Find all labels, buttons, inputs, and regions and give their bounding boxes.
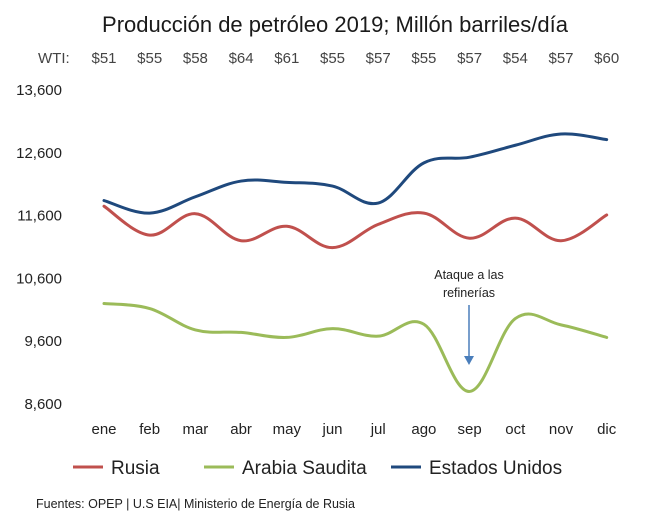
- wti-value: $57: [366, 50, 391, 67]
- series-line-estados-unidos: [102, 132, 609, 215]
- annotation: Ataque a las refinerías: [434, 268, 504, 365]
- x-tick-label: dic: [597, 421, 617, 438]
- wti-value: $57: [548, 50, 573, 67]
- legend-label: Estados Unidos: [429, 458, 562, 479]
- x-tick-label: jul: [370, 421, 386, 438]
- wti-value: $58: [183, 50, 208, 67]
- x-tick-label: ago: [411, 421, 436, 438]
- x-tick-label: oct: [505, 421, 526, 438]
- wti-value: $60: [594, 50, 619, 67]
- wti-label: WTI:: [38, 50, 70, 67]
- y-axis-ticks: 13,600 12,600 11,600 10,600 9,600 8,600: [16, 82, 62, 413]
- y-tick-label: 13,600: [16, 82, 62, 99]
- source-note: Fuentes: OPEP | U.S EIA| Ministerio de E…: [36, 497, 355, 511]
- x-tick-label: abr: [230, 421, 252, 438]
- series-lines: [102, 132, 609, 393]
- annotation-line1: Ataque a las: [434, 268, 504, 282]
- annotation-arrowhead: [464, 356, 474, 365]
- wti-value: $55: [137, 50, 162, 67]
- wti-value: $54: [503, 50, 528, 67]
- y-tick-label: 12,600: [16, 145, 62, 162]
- chart-title: Producción de petróleo 2019; Millón barr…: [102, 12, 569, 37]
- legend: Rusia Arabia Saudita Estados Unidos: [73, 458, 562, 479]
- wti-values: $51 $55 $58 $64 $61 $55 $57 $55 $57 $54 $57 $60: [91, 50, 619, 67]
- series-line-rusia: [102, 204, 609, 250]
- y-tick-label: 9,600: [24, 333, 62, 350]
- wti-value: $61: [274, 50, 299, 67]
- x-tick-label: nov: [549, 421, 574, 438]
- x-tick-label: jun: [321, 421, 342, 438]
- annotation-line2: refinerías: [443, 286, 495, 300]
- y-tick-label: 11,600: [17, 208, 62, 225]
- legend-label: Arabia Saudita: [242, 458, 367, 479]
- x-tick-label: ene: [91, 421, 116, 438]
- wti-value: $55: [320, 50, 345, 67]
- y-tick-label: 10,600: [16, 270, 62, 287]
- series-line-arabia-saudita: [102, 302, 609, 393]
- wti-value: $57: [457, 50, 482, 67]
- y-tick-label: 8,600: [24, 396, 62, 413]
- wti-value: $55: [411, 50, 436, 67]
- x-tick-label: may: [273, 421, 302, 438]
- x-tick-label: feb: [139, 421, 160, 438]
- x-tick-label: sep: [458, 421, 482, 438]
- wti-value: $51: [91, 50, 116, 67]
- legend-label: Rusia: [111, 458, 160, 479]
- x-tick-label: mar: [182, 421, 208, 438]
- x-axis-ticks: ene feb mar abr may jun jul ago sep oct nov dic: [91, 421, 616, 438]
- wti-value: $64: [229, 50, 254, 67]
